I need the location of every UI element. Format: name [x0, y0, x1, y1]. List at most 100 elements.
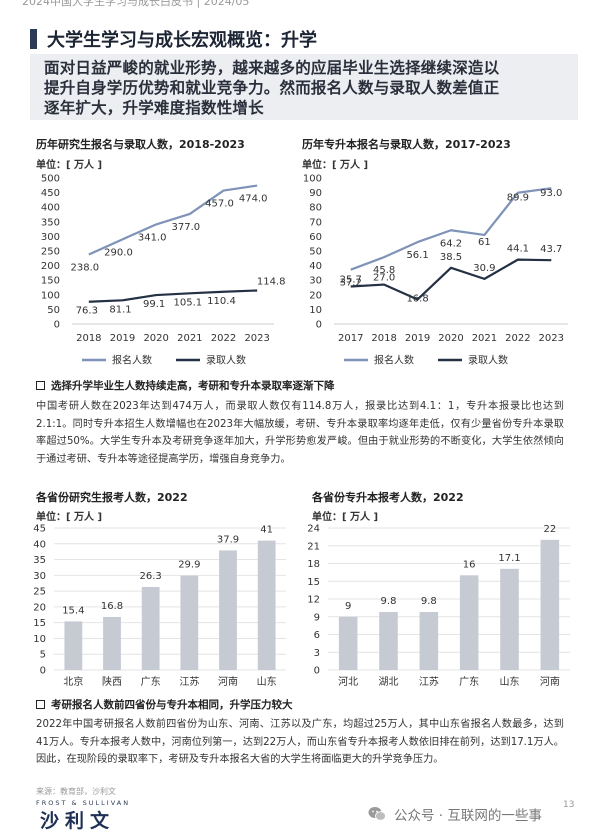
legend-label: 报名人数 — [374, 354, 414, 367]
chart-unit-grad-exam: 单位：[ 万人 ] — [36, 160, 103, 171]
data-label: 9 — [345, 601, 351, 612]
x-tick-label: 2018 — [76, 333, 101, 344]
cropped-header: 2024中国大学生学习与成长白皮书 | 2024/05 — [0, 0, 600, 8]
data-label: 290.0 — [104, 247, 133, 258]
x-tick-label: 河南 — [218, 675, 238, 688]
data-label: 45.8 — [373, 265, 395, 276]
y-tick-label: 5 — [40, 650, 46, 661]
x-tick-label: 2020 — [143, 333, 168, 344]
y-tick-label: 20 — [309, 290, 322, 301]
banner-line-2: 提升自身学历优势和就业竞争力。然而报名人数与录取人数差值正 — [44, 79, 500, 97]
series-line-admit — [88, 289, 258, 303]
y-tick-label: 0 — [40, 666, 46, 677]
banner-line-3: 逐年扩大，升学难度指数性增长 — [44, 99, 264, 117]
section-heading-2-text: 考研报名人数前四省份与专升本相同，升学压力较大 — [51, 699, 293, 711]
y-tick-label: 100 — [303, 174, 322, 185]
y-tick-label: 45 — [33, 524, 46, 535]
y-tick-label: 200 — [41, 261, 60, 272]
chart-unit-upgrade-exam: 单位：[ 万人 ] — [302, 160, 369, 171]
y-tick-label: 50 — [47, 305, 60, 316]
x-tick-label: 河北 — [338, 676, 358, 688]
bar — [379, 612, 398, 670]
data-label: 105.1 — [174, 297, 203, 308]
data-label: 16.8 — [101, 601, 123, 612]
bar — [219, 550, 237, 670]
legend-label: 录取人数 — [468, 354, 508, 367]
data-label: 110.4 — [207, 296, 236, 307]
x-tick-label: 河南 — [540, 675, 560, 688]
page-title-block: 大学生学习与成长宏观概览：升学 — [30, 28, 317, 51]
y-tick-label: 50 — [309, 247, 322, 258]
bar — [103, 616, 121, 670]
data-label: 29.9 — [178, 560, 200, 571]
y-tick-label: 30 — [33, 571, 46, 582]
x-tick-label: 2019 — [405, 333, 430, 344]
x-tick-label: 2019 — [110, 333, 135, 344]
y-tick-label: 450 — [41, 188, 60, 199]
x-tick-label: 湖北 — [379, 676, 399, 688]
watermark-text: 公众号 · 互联网的一些事 — [394, 808, 542, 824]
y-tick-label: 10 — [33, 634, 46, 645]
y-tick-label: 60 — [309, 232, 322, 243]
data-label: 15.4 — [62, 605, 84, 616]
data-label: 76.3 — [76, 306, 98, 317]
frost-sullivan-logo-text: FROST & SULLIVAN — [36, 799, 131, 807]
y-tick-label: 100 — [41, 290, 60, 301]
data-label: 474.0 — [239, 194, 268, 205]
page-number: 13 — [563, 800, 575, 810]
series-line-admit — [350, 258, 552, 301]
data-label: 114.8 — [257, 276, 286, 287]
checkbox-bullet-icon — [36, 381, 45, 390]
x-tick-label: 2022 — [211, 333, 236, 344]
data-label: 9.8 — [421, 596, 437, 607]
y-tick-label: 500 — [41, 174, 60, 185]
x-tick-label: 北京 — [63, 675, 83, 688]
legend-label: 报名人数 — [112, 354, 152, 367]
x-tick-label: 2020 — [438, 333, 463, 344]
bar — [141, 587, 160, 670]
chart-unit-province-grad: 单位：[ 万人 ] — [36, 512, 103, 523]
data-label: 377.0 — [172, 222, 201, 233]
section-paragraph-1: 中国考研人数在2023年达到474万人，而录取人数仅有114.8万人，报录比达到… — [36, 401, 564, 465]
bar — [180, 575, 199, 670]
y-tick-label: 80 — [309, 203, 322, 214]
series-line-apply — [350, 187, 552, 271]
bar — [338, 616, 358, 670]
wechat-icon — [368, 807, 386, 821]
y-tick-label: 70 — [309, 217, 322, 228]
data-label: 457.0 — [205, 199, 234, 210]
x-tick-label: 2017 — [338, 333, 363, 344]
y-tick-label: 9 — [314, 612, 320, 623]
x-tick-label: 江苏 — [419, 675, 439, 688]
legend-label: 录取人数 — [206, 354, 246, 367]
chart-title-province-upgrade: 各省份专升本报考人数，2022 — [312, 491, 464, 504]
chart-title-province-grad: 各省份研究生报考人数，2022 — [36, 491, 188, 504]
y-tick-label: 21 — [307, 541, 320, 552]
chart-title-grad-exam: 历年研究生报名与录取人数，2018-2023 — [36, 138, 245, 151]
data-label: 41 — [260, 525, 273, 536]
x-tick-label: 2022 — [505, 333, 530, 344]
banner-line-1: 面对日益严峻的就业形势，越来越多的应届毕业生选择继续深造以 — [44, 59, 500, 77]
summary-banner: 面对日益严峻的就业形势，越来越多的应届毕业生选择继续深造以 提升自身学历优势和就… — [30, 54, 578, 120]
y-tick-label: 24 — [307, 524, 320, 535]
bar-chart-province-grad: 0 5 10 15 20 25 30 35 40 45 15.4 北京 16.8 陕西 26.3 广东 29.9… — [33, 524, 286, 688]
data-label: 38.5 — [440, 252, 462, 263]
y-tick-label: 0 — [314, 666, 320, 677]
y-tick-label: 40 — [33, 539, 46, 550]
y-tick-label: 35 — [33, 555, 46, 566]
data-label: 64.2 — [440, 238, 462, 249]
x-tick-label: 2018 — [371, 333, 396, 344]
bar — [459, 575, 479, 670]
data-label: 27.0 — [373, 273, 395, 284]
checkbox-bullet-icon — [36, 700, 45, 709]
x-tick-label: 山东 — [257, 675, 277, 688]
data-label: 238.0 — [71, 263, 100, 274]
bar-chart-province-upgrade: 0 3 6 9 12 15 18 21 24 9 河北 9.8 湖北 9.8 江苏 16 广东 17.1 山东 22 河… — [307, 524, 570, 688]
y-tick-label: 40 — [309, 261, 322, 272]
data-label: 99.1 — [143, 299, 165, 310]
y-tick-label: 25 — [33, 587, 46, 598]
y-tick-label: 15 — [307, 577, 320, 588]
y-tick-label: 3 — [314, 648, 320, 659]
x-tick-label: 广东 — [141, 675, 161, 688]
x-tick-label: 山东 — [500, 675, 520, 688]
